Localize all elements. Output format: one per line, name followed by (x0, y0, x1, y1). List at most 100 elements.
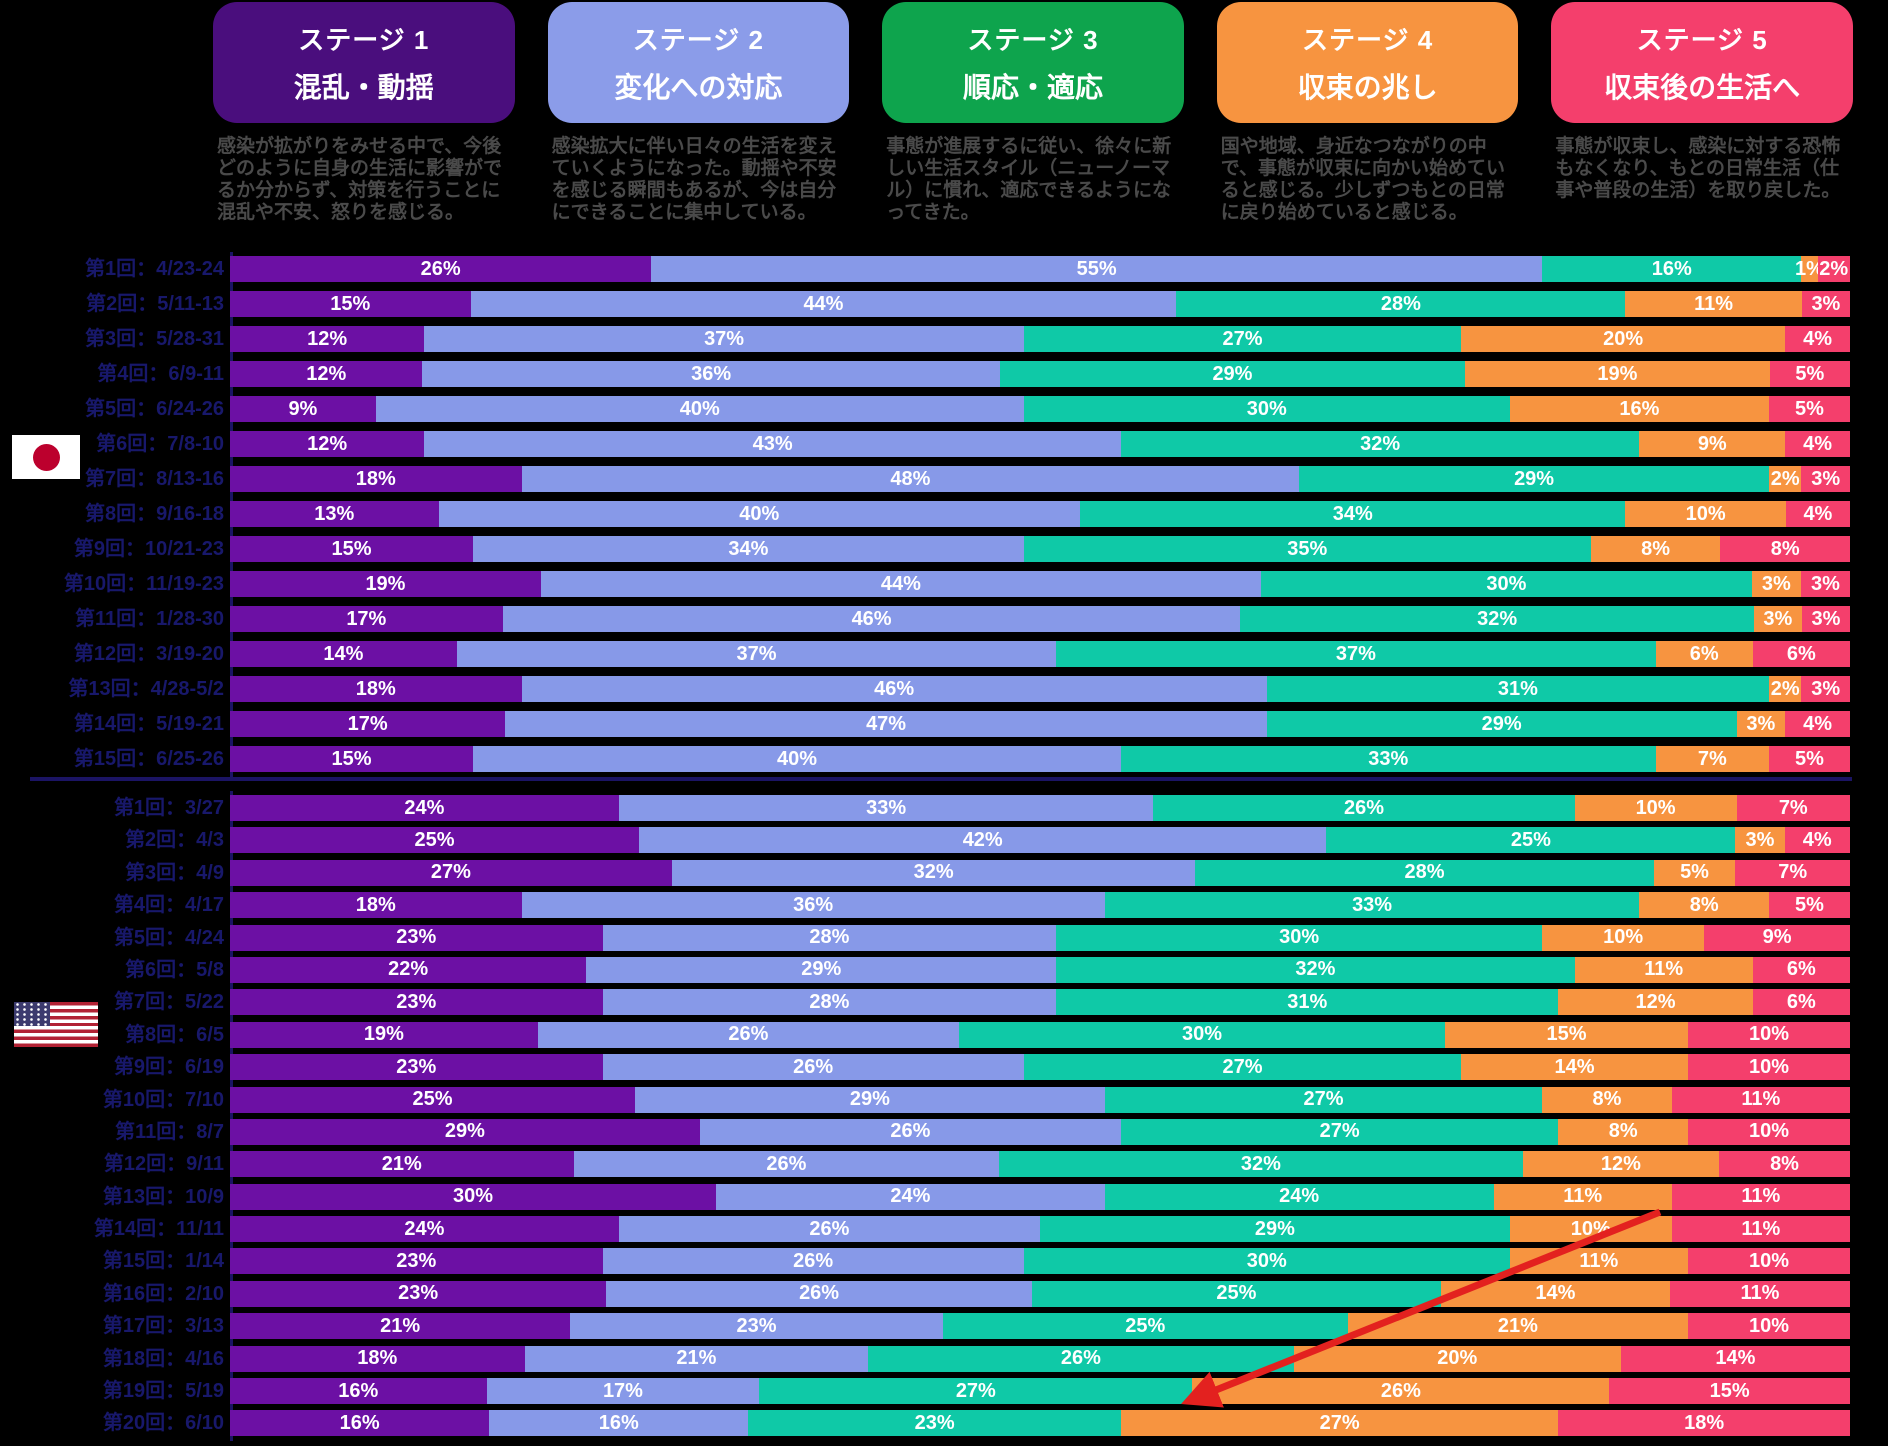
segment-value-label: 30% (1181, 1023, 1222, 1046)
stacked-bar: 23% 26% 27% 14% 10% (230, 1054, 1850, 1081)
segment-value-label: 27% (1319, 1120, 1360, 1143)
segment-value-label: 8% (1608, 1120, 1638, 1143)
segment-value-label: 32% (1360, 432, 1401, 455)
segment-value-label: 14% (1554, 1055, 1595, 1078)
segment-value-label: 32% (1295, 958, 1336, 981)
stage-column-4: ステージ 4 収束の兆し 国や地域、身近なつながりの中で、事態が収束に向かい始め… (1216, 2, 1519, 224)
segment-value-label: 28% (809, 926, 850, 949)
bar-segment-stage-4: 10% (1542, 924, 1705, 951)
segment-value-label: 23% (396, 1249, 437, 1272)
bar-segment-stage-3: 29% (1039, 1216, 1510, 1243)
segment-value-label: 11% (1740, 1282, 1780, 1305)
bar-segment-stage-1: 24% (230, 1216, 619, 1243)
bar-segment-stage-2: 43% (424, 431, 1121, 457)
bar-segment-stage-1: 19% (230, 1021, 538, 1048)
segment-value-label: 23% (396, 990, 437, 1013)
bar-segment-stage-4: 21% (1347, 1313, 1688, 1340)
survey-row: 第5回：6/24-26 9% 40% 30% 16% 5% (0, 396, 1850, 422)
survey-row: 第6回：7/8-10 12% 43% 32% 9% 4% (0, 431, 1850, 457)
segment-value-label: 2% (1770, 677, 1800, 700)
segment-value-label: 26% (793, 1055, 834, 1078)
bar-segment-stage-1: 27% (230, 859, 672, 886)
segment-value-label: 43% (752, 432, 793, 455)
segment-value-label: 28% (1404, 861, 1445, 884)
bar-segment-stage-3: 29% (1266, 711, 1737, 737)
survey-row: 第13回：10/9 30% 24% 24% 11% 11% (0, 1183, 1850, 1210)
segment-value-label: 31% (1287, 990, 1328, 1013)
survey-row-label: 第5回：6/24-26 (85, 398, 224, 420)
survey-row-label: 第17回：3/13 (102, 1315, 224, 1338)
bar-segment-stage-2: 26% (537, 1021, 959, 1048)
stacked-bar: 15% 34% 35% 8% 8% (230, 536, 1850, 562)
segment-value-label: 17% (602, 1379, 643, 1402)
segment-value-label: 29% (444, 1120, 485, 1143)
bar-segment-stage-5: 4% (1784, 827, 1850, 854)
segment-value-label: 4% (1803, 327, 1833, 350)
segment-value-label: 29% (801, 958, 842, 981)
survey-row: 第18回：4/16 18% 21% 26% 20% 14% (0, 1345, 1850, 1372)
bar-segment-stage-3: 23% (748, 1410, 1121, 1437)
stacked-bar: 12% 36% 29% 19% 5% (230, 361, 1850, 387)
segment-value-label: 32% (1477, 607, 1518, 630)
stage-1-description: 感染が拡がりをみせる中で、今後どのように自身の生活に影響がでるか分からず、対策を… (217, 136, 503, 224)
segment-value-label: 27% (1222, 1055, 1263, 1078)
bar-segment-stage-5: 5% (1768, 892, 1850, 919)
bar-segment-stage-3: 32% (1056, 956, 1575, 983)
survey-row: 第3回：4/9 27% 32% 28% 5% 7% (0, 859, 1850, 886)
segment-value-label: 27% (1222, 327, 1263, 350)
segment-value-label: 20% (1437, 1347, 1478, 1370)
stacked-bar: 18% 48% 29% 2% 3% (230, 466, 1850, 492)
stage-4-title: 収束の兆し (1297, 71, 1438, 103)
survey-row-label: 第3回：5/28-31 (85, 328, 224, 350)
stacked-bar: 30% 24% 24% 11% 11% (230, 1183, 1850, 1210)
segment-value-label: 32% (1240, 1152, 1281, 1175)
bar-segment-stage-5: 4% (1785, 326, 1850, 352)
bar-segment-stage-1: 14% (230, 641, 457, 667)
segment-value-label: 9% (288, 397, 318, 420)
survey-row: 第5回：4/24 23% 28% 30% 10% 9% (0, 924, 1850, 951)
segment-value-label: 26% (1060, 1347, 1101, 1370)
bar-segment-stage-3: 32% (999, 1151, 1523, 1178)
segment-value-label: 10% (1748, 1120, 1789, 1143)
survey-row: 第6回：5/8 22% 29% 32% 11% 6% (0, 956, 1850, 983)
bar-segment-stage-5: 4% (1785, 711, 1850, 737)
bar-segment-stage-3: 26% (868, 1345, 1294, 1372)
segment-value-label: 26% (1343, 796, 1384, 819)
stacked-bar: 23% 26% 25% 14% 11% (230, 1280, 1850, 1307)
survey-row-label: 第18回：4/16 (102, 1347, 224, 1370)
bar-segment-stage-5: 10% (1687, 1054, 1850, 1081)
bar-segment-stage-1: 16% (230, 1378, 487, 1405)
japan-flag-icon (12, 435, 80, 479)
bar-segment-stage-2: 26% (602, 1248, 1024, 1275)
bar-segment-stage-2: 46% (521, 676, 1267, 702)
bar-segment-stage-5: 18% (1558, 1410, 1850, 1437)
segment-value-label: 42% (962, 828, 1003, 851)
segment-value-label: 7% (1778, 796, 1808, 819)
survey-row-label: 第10回：7/10 (102, 1088, 224, 1111)
bar-segment-stage-4: 15% (1444, 1021, 1688, 1048)
segment-value-label: 46% (851, 607, 892, 630)
bar-segment-stage-1: 17% (230, 711, 506, 737)
bar-segment-stage-4: 3% (1751, 571, 1801, 597)
stacked-bar: 24% 26% 29% 10% 11% (230, 1216, 1850, 1243)
segment-value-label: 25% (1216, 1282, 1257, 1305)
segment-value-label: 5% (1680, 861, 1709, 884)
segment-value-label: 34% (1332, 502, 1373, 525)
bar-segment-stage-3: 27% (1104, 1086, 1543, 1113)
survey-row-label: 第15回：1/14 (102, 1250, 224, 1273)
segment-value-label: 11% (1741, 1088, 1781, 1111)
segment-value-label: 24% (404, 796, 445, 819)
segment-value-label: 33% (1368, 747, 1409, 770)
segment-value-label: 18% (355, 677, 396, 700)
bar-segment-stage-5: 6% (1752, 641, 1850, 667)
bar-segment-stage-4: 8% (1542, 1086, 1672, 1113)
bar-segment-stage-1: 18% (230, 892, 522, 919)
segment-value-label: 11% (1741, 1185, 1781, 1208)
bar-segment-stage-3: 27% (1023, 1054, 1462, 1081)
bar-segment-stage-3: 34% (1080, 501, 1626, 527)
segment-value-label: 44% (880, 572, 921, 595)
stacked-bar: 22% 29% 32% 11% 6% (230, 956, 1850, 983)
bar-segment-stage-4: 3% (1735, 827, 1785, 854)
bar-segment-stage-1: 22% (230, 956, 587, 983)
stage-5-number: ステージ 5 (1636, 24, 1768, 55)
